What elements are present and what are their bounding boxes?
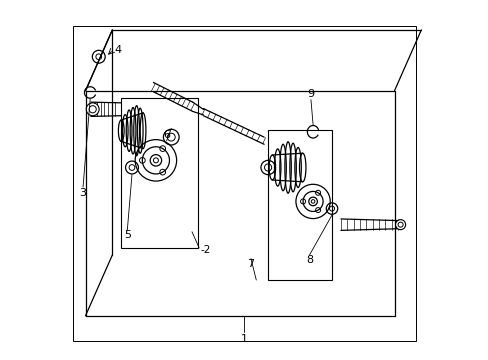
Text: 3: 3 xyxy=(80,188,86,198)
Text: 7: 7 xyxy=(247,259,254,269)
Bar xyxy=(73,26,415,341)
Text: 8: 8 xyxy=(305,255,312,265)
Text: 4: 4 xyxy=(114,45,122,55)
Circle shape xyxy=(395,220,405,230)
Bar xyxy=(267,130,331,280)
Text: 1: 1 xyxy=(241,334,247,344)
Circle shape xyxy=(86,103,99,116)
Text: 5: 5 xyxy=(123,230,131,240)
Text: -2: -2 xyxy=(201,245,211,255)
Text: 9: 9 xyxy=(307,89,314,99)
Bar xyxy=(121,98,198,248)
Text: 6: 6 xyxy=(163,130,170,140)
